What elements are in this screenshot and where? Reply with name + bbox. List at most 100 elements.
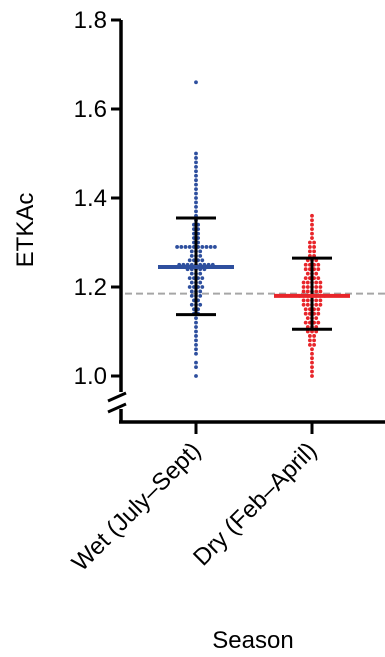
data-point — [314, 316, 319, 321]
data-point — [198, 271, 203, 276]
data-point — [310, 222, 314, 227]
data-point — [194, 169, 198, 174]
axis-break-mark — [107, 391, 127, 403]
data-point — [189, 271, 194, 276]
data-point — [316, 320, 321, 325]
data-point — [194, 200, 198, 205]
data-point — [316, 307, 321, 312]
data-point — [318, 298, 323, 303]
data-point — [189, 302, 194, 307]
data-point — [189, 249, 194, 254]
data-point — [194, 374, 198, 378]
data-point — [305, 285, 310, 289]
axis-break-mark — [107, 402, 127, 414]
labels-layer: 1.0 1.2 1.4 1.6 1.8 Wet (July–Sept)Dry (Feb–A… — [12, 7, 322, 654]
data-point — [305, 271, 310, 276]
data-point — [308, 334, 312, 338]
data-point — [308, 338, 312, 343]
data-point — [303, 267, 308, 272]
data-point — [303, 276, 308, 280]
data-point — [194, 160, 198, 165]
data-point — [301, 302, 306, 307]
data-point — [194, 365, 198, 369]
data-point — [314, 280, 319, 285]
data-point — [310, 218, 314, 223]
data-point — [194, 325, 198, 329]
data-point — [318, 285, 323, 289]
y-axis-title: ETKAc — [12, 193, 39, 268]
data-point — [198, 294, 203, 298]
data-point — [194, 182, 198, 187]
data-point — [213, 245, 217, 249]
data-point — [200, 245, 205, 249]
data-point — [200, 285, 205, 289]
data-point — [183, 245, 188, 249]
data-point — [303, 320, 308, 325]
data-point — [310, 236, 314, 240]
x-axis-title: Season — [212, 627, 293, 654]
data-point — [194, 360, 198, 365]
data-point — [308, 240, 312, 245]
data-point — [310, 227, 314, 232]
data-point — [187, 285, 192, 289]
data-point — [198, 302, 203, 307]
data-point — [200, 258, 205, 263]
data-point — [314, 289, 319, 294]
data-point — [305, 289, 310, 294]
x-tick-label: Wet (July–Sept) — [67, 437, 207, 577]
data-point — [189, 253, 194, 258]
data-point — [200, 276, 205, 280]
data-point — [194, 196, 198, 200]
data-point — [194, 151, 198, 156]
data-point — [194, 187, 198, 192]
data-point — [310, 231, 314, 236]
data-points-layer — [175, 80, 327, 378]
data-point — [316, 267, 321, 272]
data-point — [194, 342, 198, 347]
data-point — [194, 320, 198, 325]
data-point — [301, 285, 306, 289]
data-point — [187, 258, 192, 263]
data-point — [316, 262, 321, 267]
data-point — [318, 280, 323, 285]
data-point — [198, 249, 203, 254]
data-point — [305, 316, 310, 321]
y-tick-label: 1.4 — [74, 185, 107, 212]
data-point — [189, 289, 194, 294]
x-tick-label: Dry (Feb–April) — [188, 437, 322, 571]
data-point — [179, 245, 184, 249]
data-point — [312, 334, 316, 338]
mean-sd-layer — [158, 216, 350, 331]
data-point — [194, 351, 198, 356]
data-point — [308, 249, 312, 254]
data-point — [312, 342, 316, 347]
data-point — [308, 245, 312, 249]
data-point — [198, 280, 203, 285]
data-point — [194, 347, 198, 352]
data-point — [303, 311, 308, 316]
data-point — [301, 289, 306, 294]
data-point — [194, 80, 198, 85]
data-point — [303, 307, 308, 312]
data-point — [194, 338, 198, 343]
data-point — [310, 360, 314, 365]
data-point — [194, 329, 198, 334]
data-point — [310, 365, 314, 369]
data-point — [314, 271, 319, 276]
data-point — [314, 298, 319, 303]
data-point — [305, 280, 310, 285]
data-point — [194, 191, 198, 196]
y-tick-label: 1.8 — [74, 7, 107, 34]
data-point — [301, 280, 306, 285]
data-point — [187, 276, 192, 280]
data-point — [310, 356, 314, 361]
data-point — [310, 351, 314, 356]
data-point — [318, 302, 323, 307]
data-point — [314, 302, 319, 307]
data-point — [312, 240, 316, 245]
y-tick-label: 1.2 — [74, 274, 107, 301]
data-point — [314, 285, 319, 289]
data-point — [312, 249, 316, 254]
data-point — [194, 173, 198, 178]
data-point — [310, 347, 314, 352]
